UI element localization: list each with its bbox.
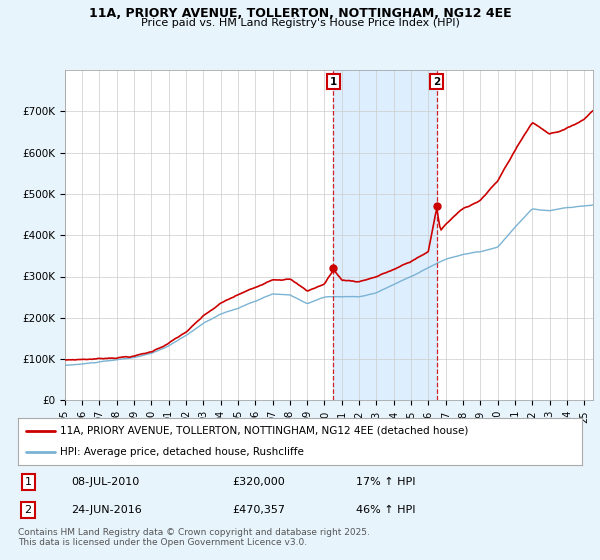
Text: 08-JUL-2010: 08-JUL-2010 (71, 477, 140, 487)
Text: 2: 2 (25, 505, 32, 515)
Text: 1: 1 (25, 477, 32, 487)
Text: HPI: Average price, detached house, Rushcliffe: HPI: Average price, detached house, Rush… (60, 447, 304, 458)
Text: 17% ↑ HPI: 17% ↑ HPI (356, 477, 416, 487)
Text: 46% ↑ HPI: 46% ↑ HPI (356, 505, 416, 515)
Text: Price paid vs. HM Land Registry's House Price Index (HPI): Price paid vs. HM Land Registry's House … (140, 18, 460, 29)
Text: 11A, PRIORY AVENUE, TOLLERTON, NOTTINGHAM, NG12 4EE (detached house): 11A, PRIORY AVENUE, TOLLERTON, NOTTINGHA… (60, 426, 469, 436)
Text: £470,357: £470,357 (232, 505, 286, 515)
Text: Contains HM Land Registry data © Crown copyright and database right 2025.
This d: Contains HM Land Registry data © Crown c… (18, 528, 370, 547)
Text: £320,000: £320,000 (232, 477, 285, 487)
Bar (334, 70, 437, 400)
Text: 1: 1 (330, 77, 337, 87)
Text: 24-JUN-2016: 24-JUN-2016 (71, 505, 142, 515)
Text: 11A, PRIORY AVENUE, TOLLERTON, NOTTINGHAM, NG12 4EE: 11A, PRIORY AVENUE, TOLLERTON, NOTTINGHA… (89, 7, 511, 20)
Text: 2: 2 (433, 77, 440, 87)
